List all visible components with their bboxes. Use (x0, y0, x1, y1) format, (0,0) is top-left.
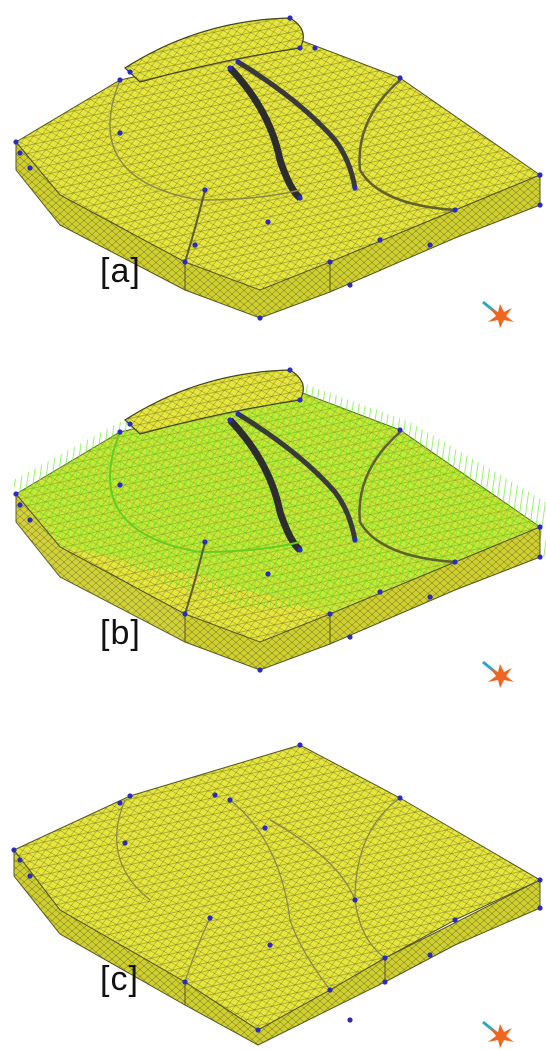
panel-b: [b] (0, 352, 546, 700)
axis-triad-icon (482, 300, 514, 328)
crack-arc (109, 431, 301, 554)
crack-right (236, 59, 358, 189)
panel-label: [a] (100, 252, 141, 290)
crack-front (184, 541, 206, 615)
seam-lines (116, 797, 401, 991)
raised-lens (124, 369, 304, 435)
raised-lens (124, 17, 304, 83)
top-surface (15, 39, 542, 319)
crack-front (184, 189, 206, 263)
panel-label: [c] (100, 960, 139, 998)
crack-right (236, 411, 358, 541)
crack-left (227, 65, 303, 201)
mesh-model-healed (11, 742, 543, 1046)
crack-left (227, 417, 303, 553)
mesh-model-fractured (13, 15, 543, 321)
node-points (13, 367, 543, 673)
axis-triad-icon (482, 1020, 514, 1048)
panel-a: [a] (0, 0, 546, 348)
crack-curve (358, 79, 456, 212)
crack-curve (358, 431, 456, 564)
side-face-left (13, 848, 186, 1006)
panel-label: [b] (100, 614, 141, 652)
top-surface (13, 744, 542, 1031)
side-face-left (15, 492, 186, 643)
mesh-model-vectors (10, 367, 546, 673)
crack-arc (109, 79, 301, 201)
side-face-left (15, 140, 186, 291)
node-points (13, 15, 543, 321)
side-face-front (184, 957, 386, 1046)
node-points (11, 742, 543, 1033)
panel-c: [c] (0, 700, 546, 1048)
axis-triad-icon (482, 660, 514, 688)
